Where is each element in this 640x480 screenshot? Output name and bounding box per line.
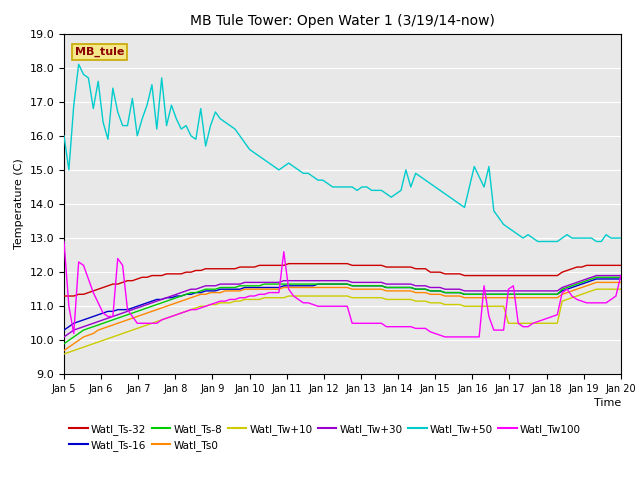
- Y-axis label: Temperature (C): Temperature (C): [14, 158, 24, 250]
- Text: Time: Time: [593, 398, 621, 408]
- Legend: Watl_Ts-32, Watl_Ts-16, Watl_Ts-8, Watl_Ts0, Watl_Tw+10, Watl_Tw+30, Watl_Tw+50,: Watl_Ts-32, Watl_Ts-16, Watl_Ts-8, Watl_…: [69, 424, 581, 451]
- Text: MB_tule: MB_tule: [75, 47, 125, 58]
- Title: MB Tule Tower: Open Water 1 (3/19/14-now): MB Tule Tower: Open Water 1 (3/19/14-now…: [190, 14, 495, 28]
